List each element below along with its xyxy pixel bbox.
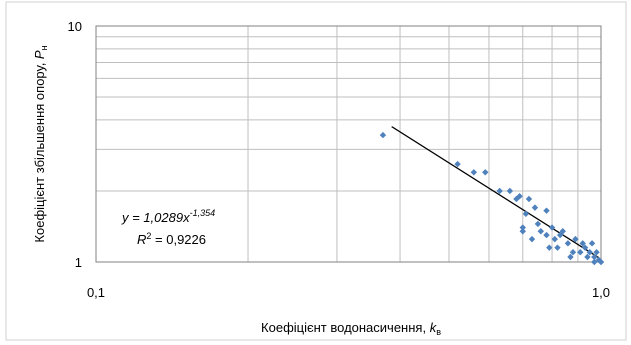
data-point [506, 187, 514, 195]
data-point [496, 187, 503, 195]
grid [96, 26, 601, 262]
data-point [482, 169, 489, 176]
data-point [543, 231, 550, 239]
data-point [554, 244, 561, 251]
data-point [564, 240, 572, 247]
r-squared-label: R2 = 0,9226 [137, 231, 206, 247]
data-point [572, 235, 579, 243]
data-point [531, 204, 539, 211]
data-point [579, 240, 586, 247]
data-point [537, 228, 545, 235]
tick-labels: 0,1 1,0 1 10 [68, 19, 611, 300]
data-point [567, 253, 574, 261]
y-tick-label: 10 [68, 19, 82, 34]
data-point [525, 195, 533, 203]
y-tick-label: 1 [75, 255, 82, 270]
trendline [391, 126, 600, 259]
data-point [597, 258, 605, 266]
data-point [577, 249, 584, 256]
data-point [581, 244, 589, 251]
data-point [556, 231, 564, 239]
data-point [528, 235, 536, 243]
data-point [519, 228, 526, 235]
data-point [454, 160, 461, 168]
data-point [591, 253, 598, 261]
data-point [548, 224, 556, 231]
data-point [546, 244, 553, 251]
x-tick-label: 1,0 [592, 285, 610, 300]
data-points [379, 131, 605, 266]
data-point [543, 207, 550, 214]
data-point [593, 249, 600, 256]
equation-label: y = 1,0289x-1,354 [121, 208, 215, 225]
data-point [470, 169, 478, 176]
data-point [551, 235, 558, 243]
data-point [586, 249, 593, 256]
data-point [519, 224, 526, 231]
x-axis-title: Коефіцієнт водонасичення, kв [261, 320, 441, 337]
data-point [534, 220, 542, 228]
data-point [522, 210, 530, 218]
data-point [569, 249, 577, 256]
data-point [379, 131, 387, 139]
x-tick-label: 0,1 [87, 285, 105, 300]
data-point [584, 253, 591, 261]
y-axis-title: Коефіцієнт збільшення опору, Pн [32, 45, 49, 242]
data-point [559, 228, 566, 235]
plot-area [95, 25, 602, 263]
data-point [588, 240, 596, 247]
data-point [516, 193, 523, 200]
data-point [591, 258, 598, 266]
